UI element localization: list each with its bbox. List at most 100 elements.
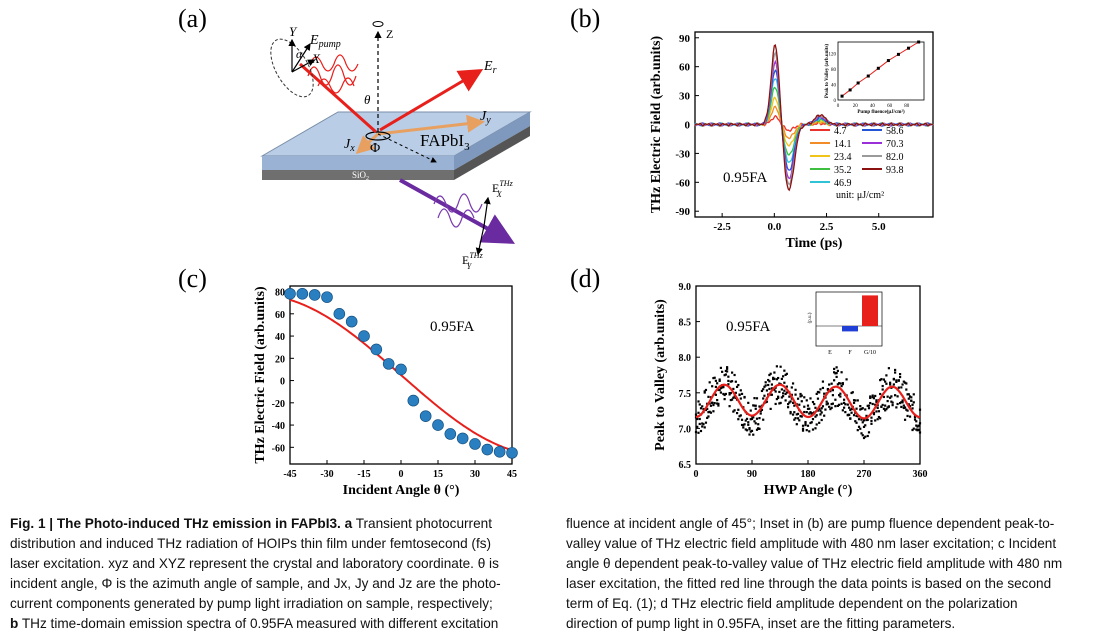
reflected-beam [379, 68, 484, 132]
data-point [872, 411, 876, 415]
data-point [901, 401, 904, 404]
x-tick-label: 180 [801, 469, 816, 480]
data-point [774, 402, 777, 406]
y-tick-label: -90 [675, 206, 690, 218]
data-point [747, 423, 750, 426]
data-point [857, 425, 861, 428]
data-point [897, 386, 900, 389]
inset-y-tick: 0 [834, 99, 837, 104]
y-tick-label: 80 [275, 288, 285, 299]
data-point [862, 436, 866, 440]
data-point [749, 418, 752, 421]
data-point [891, 404, 894, 407]
chart-c: -45 -30 -15 0 15 30 45 -60 -40 -20 0 20 40 60 80 Incide… [253, 285, 518, 498]
inset-y-tick: 120 [829, 53, 837, 58]
data-point [456, 432, 469, 445]
y-tick-label: 90 [679, 33, 691, 45]
data-point [706, 407, 709, 411]
data-point [862, 419, 866, 422]
data-point [835, 375, 838, 379]
data-point [718, 378, 721, 381]
x-tick-label: -15 [357, 469, 370, 480]
data-point [790, 386, 793, 389]
data-point [777, 395, 780, 398]
data-point [818, 391, 821, 394]
data-point [730, 398, 734, 401]
data-point [805, 399, 808, 402]
data-point [836, 383, 839, 386]
data-point [850, 411, 853, 414]
data-point [794, 388, 797, 391]
data-point [765, 400, 769, 403]
inset-category-label: G/10 [864, 350, 876, 356]
data-point [754, 407, 757, 410]
data-point [712, 377, 715, 380]
data-point [820, 411, 823, 414]
data-point [726, 370, 729, 373]
data-point [908, 415, 912, 418]
data-point [737, 418, 740, 421]
data-point [697, 431, 700, 434]
data-point [729, 391, 732, 395]
data-point [769, 372, 772, 375]
data-point [794, 417, 797, 420]
x-tick-label: 2.5 [820, 221, 834, 233]
data-point [856, 429, 859, 432]
label-Jy: J [480, 109, 487, 124]
legend-label: 14.1 [834, 139, 852, 150]
data-point [819, 388, 822, 391]
data-point [724, 373, 727, 376]
data-point [856, 399, 859, 402]
x-tick-label: 30 [470, 469, 480, 480]
data-point [835, 372, 838, 375]
data-point [894, 394, 897, 397]
y-tick-label: 60 [679, 62, 691, 74]
data-point [814, 427, 817, 430]
data-point [836, 369, 839, 372]
data-point [806, 404, 810, 407]
data-point [881, 384, 884, 388]
inset-x-tick: 40 [870, 104, 876, 109]
data-point [772, 377, 775, 381]
data-point [894, 371, 897, 374]
x-tick-label: 15 [433, 469, 443, 480]
legend-label: 23.4 [834, 152, 852, 163]
data-point [816, 397, 820, 400]
data-point [890, 400, 893, 403]
y-tick-label: 30 [679, 91, 691, 103]
data-point [704, 388, 708, 392]
data-point [701, 422, 704, 425]
inset-x-tick: 20 [853, 104, 859, 109]
label-Er: E [483, 59, 493, 74]
y-tick-label: -40 [272, 421, 285, 432]
data-point [796, 397, 800, 400]
data-point [772, 376, 775, 379]
data-point [724, 392, 727, 396]
data-point [798, 419, 801, 422]
data-point [900, 386, 903, 389]
data-point [808, 407, 811, 410]
data-point [704, 421, 708, 424]
data-point [719, 391, 722, 394]
inset-point [907, 46, 911, 50]
data-point [733, 409, 736, 412]
substrate-front [262, 170, 454, 180]
svg-text:SiO2: SiO2 [352, 170, 369, 182]
data-point [806, 424, 810, 427]
data-point [786, 403, 790, 406]
inset-point [848, 88, 852, 92]
data-point [747, 421, 750, 424]
inset-category-label: F [848, 350, 852, 356]
data-point [779, 365, 782, 368]
data-point [815, 414, 818, 417]
data-point [860, 418, 863, 421]
y-tick-label: 7.5 [679, 389, 692, 400]
data-point [915, 424, 918, 427]
pump-beam [298, 62, 378, 134]
data-point [900, 401, 903, 404]
data-point [770, 393, 774, 396]
data-point [784, 392, 787, 396]
data-point [811, 418, 815, 421]
data-point [740, 392, 744, 395]
data-point [916, 429, 919, 432]
